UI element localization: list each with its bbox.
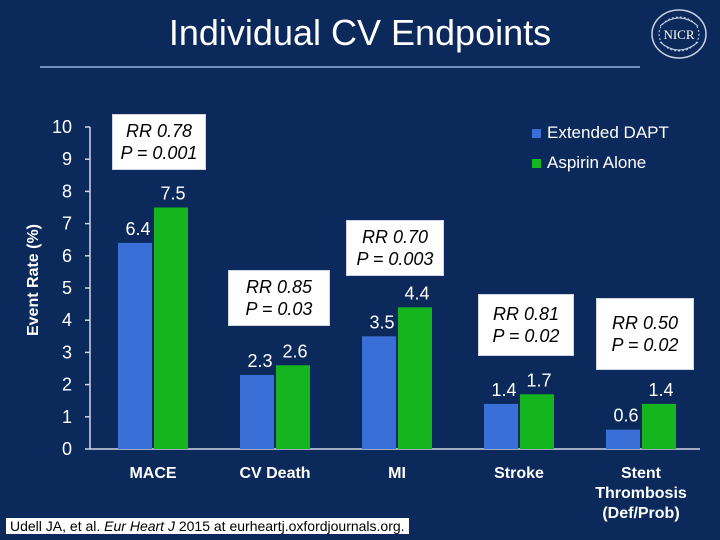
bar-aspirin-alone-stroke (520, 394, 554, 449)
p-value: P = 0.003 (356, 249, 434, 269)
logo-text: NICR (663, 27, 694, 42)
bar-aspirin-alone-stent-thrombosis-def-prob (642, 403, 676, 449)
y-tick-label: 5 (62, 278, 72, 298)
bar-aspirin-alone-mace (154, 207, 188, 449)
rr-annotation-mi: RR 0.70 P = 0.003 (346, 220, 444, 276)
page-title: Individual CV Endpoints (168, 12, 552, 53)
data-label-extended-dapt-stent-thrombosis-def-prob: 0.6 (613, 406, 638, 426)
x-tick-label-mace: MACE (129, 465, 176, 482)
legend-label-aspirin-alone: Aspirin Alone (547, 153, 647, 172)
legend-swatch-extended-dapt (532, 128, 541, 138)
rr-annotation-mace: RR 0.78 P = 0.001 (112, 114, 206, 170)
data-label-extended-dapt-mi: 3.5 (369, 312, 394, 332)
legend-item-aspirin-alone: Aspirin Alone (532, 148, 669, 178)
legend-label-extended-dapt: Extended DAPT (547, 123, 669, 142)
rr-value: RR 0.50 (611, 313, 679, 333)
citation-journal: Eur Heart J (104, 518, 175, 534)
p-value: P = 0.02 (611, 335, 679, 355)
data-label-extended-dapt-cv-death: 2.3 (247, 351, 272, 371)
p-value: P = 0.03 (245, 299, 313, 319)
y-tick-label: 9 (62, 149, 72, 169)
y-tick-label: 2 (62, 375, 72, 395)
data-label-aspirin-alone-stroke: 1.7 (526, 370, 551, 390)
y-tick-label: 7 (62, 214, 72, 234)
y-tick-label: 1 (62, 407, 72, 427)
y-tick-label: 3 (62, 342, 72, 362)
y-axis-label: Event Rate (%) (25, 224, 42, 336)
title-divider (40, 66, 640, 68)
x-tick-label-stroke: Stroke (494, 465, 544, 482)
rr-value: RR 0.78 (125, 121, 193, 141)
data-label-extended-dapt-stroke: 1.4 (491, 380, 516, 400)
legend-swatch-aspirin-alone (532, 158, 541, 168)
x-tick-label-cv-death: CV Death (239, 465, 310, 482)
y-tick-label: 8 (62, 181, 72, 201)
data-label-aspirin-alone-mace: 7.5 (160, 184, 185, 204)
rr-annotation-cv-death: RR 0.85 P = 0.03 (228, 270, 330, 326)
data-label-extended-dapt-mace: 6.4 (125, 219, 150, 239)
data-label-aspirin-alone-stent-thrombosis-def-prob: 1.4 (648, 380, 673, 400)
citation-suffix: 2015 at eurheartj.oxfordjournals.org. (174, 518, 405, 534)
y-tick-label: 10 (52, 117, 72, 137)
nicr-logo-icon: NICR (651, 9, 707, 59)
data-label-aspirin-alone-cv-death: 2.6 (282, 341, 307, 361)
x-tick-label-mi: MI (388, 465, 406, 482)
y-tick-label: 6 (62, 246, 72, 266)
bar-extended-dapt-stent-thrombosis-def-prob (606, 429, 640, 449)
y-tick-label: 0 (62, 439, 72, 459)
bar-extended-dapt-cv-death (240, 374, 274, 449)
y-tick-label: 4 (62, 310, 72, 330)
x-tick-label-stent-thrombosis-def-prob: Stent Thrombosis (Def/Prob) (595, 465, 687, 522)
citation-prefix: Udell JA, et al. (10, 518, 105, 534)
rr-value: RR 0.81 (492, 304, 560, 324)
bar-extended-dapt-stroke (484, 403, 518, 449)
rr-annotation-stroke: RR 0.81 P = 0.02 (478, 294, 574, 356)
bar-aspirin-alone-cv-death (276, 365, 310, 449)
data-label-aspirin-alone-mi: 4.4 (404, 283, 429, 303)
rr-value: RR 0.70 (361, 227, 429, 247)
bar-aspirin-alone-mi (398, 307, 432, 449)
rr-value: RR 0.85 (245, 277, 313, 297)
bar-extended-dapt-mace (118, 242, 152, 449)
bar-extended-dapt-mi (362, 336, 396, 449)
rr-annotation-stent-thrombosis: RR 0.50 P = 0.02 (596, 298, 694, 370)
p-value: P = 0.02 (492, 326, 560, 346)
legend-item-extended-dapt: Extended DAPT (532, 118, 669, 148)
citation: Udell JA, et al. Eur Heart J 2015 at eur… (6, 518, 409, 534)
p-value: P = 0.001 (120, 143, 198, 163)
chart-legend: Extended DAPT Aspirin Alone (532, 118, 669, 178)
